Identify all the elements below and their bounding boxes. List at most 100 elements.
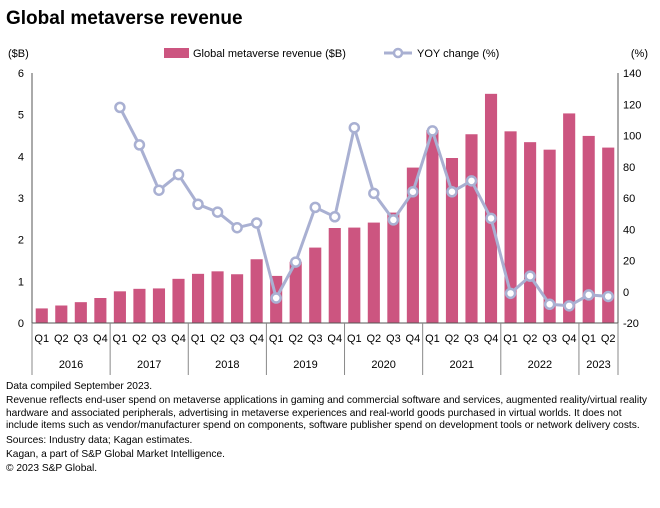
revenue-bar bbox=[602, 147, 615, 323]
yoy-point bbox=[426, 125, 439, 137]
quarter-tick-label: Q1 bbox=[503, 333, 518, 345]
year-tick-label: 2021 bbox=[449, 359, 473, 371]
revenue-bar bbox=[328, 228, 341, 323]
yoy-point bbox=[504, 287, 517, 300]
left-tick-label: 0 bbox=[18, 318, 24, 330]
quarter-tick-label: Q3 bbox=[152, 333, 167, 345]
revenue-bar bbox=[152, 288, 166, 323]
note-sources: Sources: Industry data; Kagan estimates. bbox=[6, 434, 193, 446]
yoy-point bbox=[524, 270, 536, 282]
quarter-tick-label: Q2 bbox=[54, 333, 69, 345]
yoy-point bbox=[270, 292, 282, 304]
yoy-point bbox=[192, 198, 204, 210]
revenue-bar bbox=[94, 298, 107, 323]
right-tick-label: 140 bbox=[623, 68, 641, 80]
quarter-tick-label: Q2 bbox=[523, 333, 538, 345]
right-tick-label: 0 bbox=[623, 287, 629, 299]
quarter-tick-label: Q1 bbox=[425, 333, 440, 345]
quarter-tick-label: Q3 bbox=[386, 333, 401, 345]
quarter-tick-label: Q4 bbox=[406, 333, 421, 345]
revenue-bar bbox=[543, 149, 556, 323]
quarter-tick-label: Q2 bbox=[210, 333, 225, 345]
revenue-bar bbox=[582, 135, 595, 323]
yoy-point bbox=[407, 186, 419, 198]
yoy-point bbox=[602, 290, 614, 303]
revenue-bar bbox=[406, 167, 419, 323]
revenue-bar bbox=[133, 288, 146, 323]
year-tick-label: 2017 bbox=[137, 359, 161, 371]
quarter-tick-label: Q2 bbox=[366, 333, 381, 345]
revenue-bar bbox=[74, 302, 87, 323]
quarter-tick-label: Q3 bbox=[464, 333, 479, 345]
yoy-point bbox=[563, 300, 575, 312]
revenue-bar bbox=[387, 212, 400, 323]
left-tick-label: 6 bbox=[18, 68, 24, 80]
quarter-tick-label: Q4 bbox=[327, 333, 342, 345]
revenue-bar bbox=[35, 308, 48, 323]
note-compiled: Data compiled September 2023. bbox=[6, 381, 153, 392]
quarter-tick-label: Q1 bbox=[191, 333, 206, 345]
yoy-point bbox=[582, 289, 595, 301]
revenue-bar bbox=[348, 227, 361, 323]
note-copyright: © 2023 S&P Global. bbox=[6, 463, 98, 475]
yoy-point bbox=[153, 184, 165, 196]
quarter-tick-label: Q4 bbox=[171, 333, 186, 345]
year-tick-label: 2020 bbox=[371, 359, 395, 371]
yoy-point bbox=[329, 211, 341, 223]
right-tick-label: 40 bbox=[623, 224, 635, 236]
revenue-bar bbox=[445, 158, 459, 323]
quarter-tick-label: Q4 bbox=[249, 333, 264, 345]
chart: ($B) (%) Global metaverse revenue ($B) YOY … bbox=[8, 47, 648, 375]
legend-bar-label: Global metaverse revenue ($B) bbox=[193, 48, 346, 60]
yoy-point bbox=[114, 101, 126, 114]
yoy-point bbox=[465, 175, 478, 187]
legend-line-label: YOY change (%) bbox=[417, 48, 499, 60]
quarter-tick-label: Q1 bbox=[113, 333, 128, 345]
legend-bar-swatch bbox=[164, 48, 189, 58]
yoy-point bbox=[211, 206, 224, 218]
revenue-bar bbox=[484, 93, 498, 323]
left-tick-label: 3 bbox=[18, 193, 24, 205]
quarter-tick-label: Q4 bbox=[562, 333, 577, 345]
yoy-point bbox=[387, 214, 400, 226]
right-tick-label: 120 bbox=[623, 99, 641, 111]
quarter-tick-label: Q3 bbox=[73, 333, 88, 345]
revenue-bar bbox=[250, 259, 263, 323]
revenue-bar bbox=[465, 134, 478, 323]
quarter-tick-label: Q1 bbox=[269, 333, 284, 345]
right-tick-label: 60 bbox=[623, 193, 635, 205]
quarter-tick-label: Q2 bbox=[445, 333, 460, 345]
quarter-tick-label: Q4 bbox=[93, 333, 108, 345]
yoy-point bbox=[368, 187, 380, 200]
quarter-tick-label: Q1 bbox=[34, 333, 49, 345]
right-tick-label: -20 bbox=[623, 318, 639, 330]
revenue-bar bbox=[113, 291, 126, 323]
yoy-point bbox=[485, 212, 497, 225]
yoy-point bbox=[250, 217, 263, 229]
yoy-point bbox=[133, 139, 146, 151]
footnotes: Data compiled September 2023. Revenue re… bbox=[6, 381, 656, 476]
note-description: Revenue reflects end-user spend on metav… bbox=[6, 395, 648, 432]
yoy-point bbox=[172, 168, 185, 181]
year-tick-label: 2022 bbox=[528, 359, 552, 371]
revenue-bar bbox=[231, 274, 244, 323]
quarter-tick-label: Q2 bbox=[601, 333, 616, 345]
left-tick-label: 5 bbox=[18, 110, 24, 122]
quarter-tick-label: Q3 bbox=[308, 333, 323, 345]
quarter-tick-label: Q4 bbox=[484, 333, 499, 345]
revenue-bar bbox=[524, 142, 537, 323]
revenue-bar bbox=[309, 247, 322, 323]
revenue-bar bbox=[211, 271, 224, 323]
revenue-bar bbox=[289, 261, 302, 323]
quarter-tick-label: Q1 bbox=[347, 333, 362, 345]
year-tick-label: 2016 bbox=[59, 359, 83, 371]
revenue-bar bbox=[172, 278, 185, 323]
revenue-bar bbox=[367, 222, 380, 323]
page-title: Global metaverse revenue bbox=[6, 8, 243, 29]
left-tick-label: 1 bbox=[18, 276, 24, 288]
year-tick-label: 2019 bbox=[293, 359, 317, 371]
yoy-point bbox=[309, 201, 321, 214]
quarter-tick-label: Q1 bbox=[581, 333, 596, 345]
left-tick-label: 2 bbox=[18, 235, 24, 247]
quarter-tick-label: Q3 bbox=[230, 333, 245, 345]
